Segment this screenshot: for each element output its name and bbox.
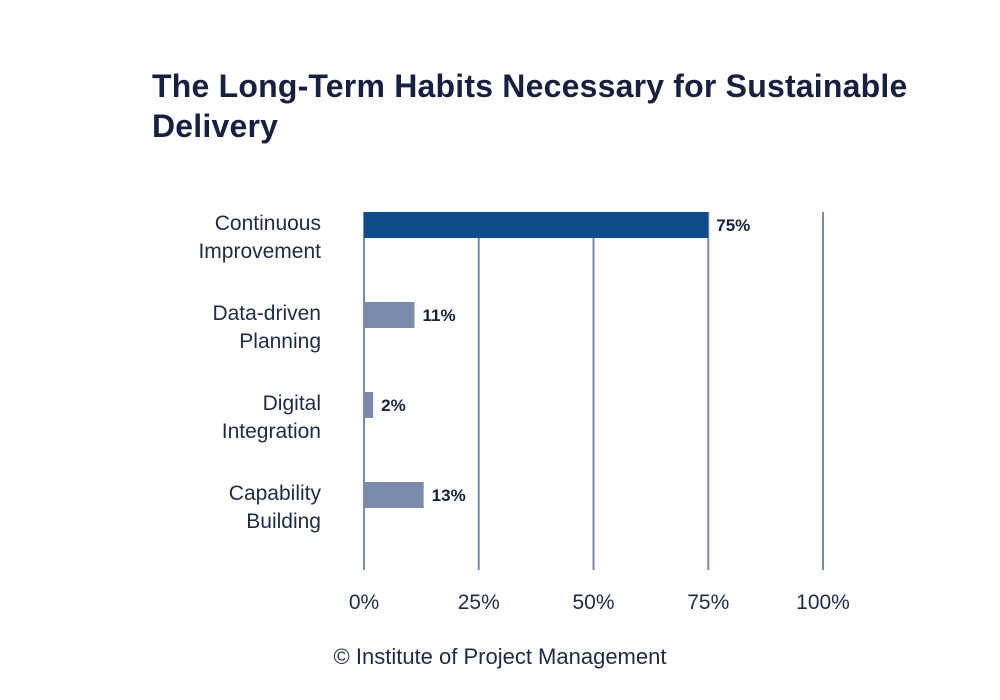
category-label: Planning xyxy=(239,330,321,353)
bar-2 xyxy=(364,392,374,418)
bar-0 xyxy=(364,212,709,238)
category-label: Building xyxy=(246,510,321,533)
x-tick-label: 50% xyxy=(572,591,614,614)
chart-title: The Long-Term Habits Necessary for Susta… xyxy=(152,68,908,144)
value-label: 11% xyxy=(422,306,455,325)
value-label: 75% xyxy=(716,216,750,235)
bar-1 xyxy=(364,302,415,328)
bars xyxy=(364,212,709,508)
gridlines xyxy=(363,212,824,570)
category-label: Integration xyxy=(222,420,321,443)
category-label: Capability xyxy=(229,482,322,505)
x-tick-label: 25% xyxy=(458,591,500,614)
category-label: Data-driven xyxy=(212,302,321,325)
x-tick-label: 75% xyxy=(687,591,729,614)
value-label: 13% xyxy=(432,486,466,505)
labels: 0% 25% 50% 75% 100% 75% Continuous Improvement 1… xyxy=(198,212,849,614)
category-label: Continuous xyxy=(215,212,321,235)
x-tick-label: 100% xyxy=(796,591,850,614)
value-label: 2% xyxy=(381,396,406,415)
copyright-credit: © Institute of Project Management xyxy=(333,644,667,669)
category-label: Digital xyxy=(263,392,321,415)
category-label: Improvement xyxy=(198,240,321,263)
bar-3 xyxy=(364,482,424,508)
x-tick-label: 0% xyxy=(349,591,379,614)
